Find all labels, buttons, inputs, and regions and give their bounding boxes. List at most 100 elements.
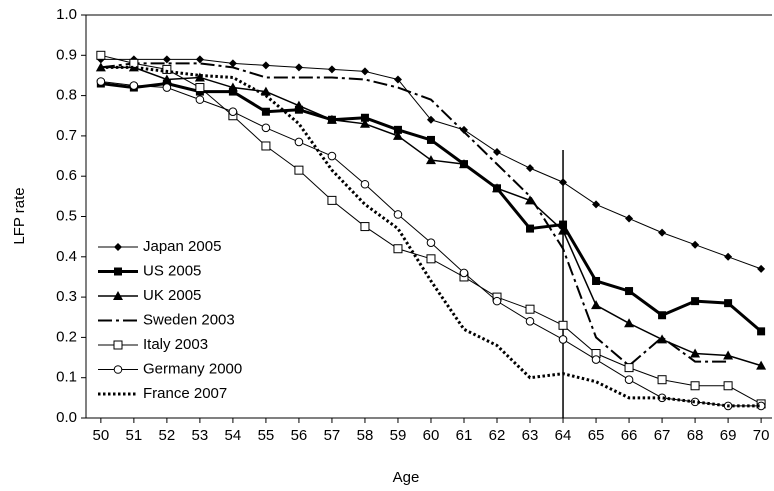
marker [261,141,271,151]
marker [425,155,436,165]
x-tick-label: 70 [753,427,770,444]
marker [690,348,701,358]
marker [592,200,601,209]
marker [360,222,370,232]
marker [114,267,122,276]
marker [525,316,535,326]
marker [113,340,123,350]
marker [261,61,270,70]
legend-label: France 2007 [143,385,227,402]
legend-label: Sweden 2003 [143,311,235,328]
marker [526,224,535,233]
marker [691,297,700,306]
marker [625,214,634,223]
series-line [100,62,729,367]
marker [195,95,205,104]
marker [393,210,403,219]
x-tick-label: 61 [456,427,473,444]
marker [624,363,634,373]
marker [757,327,766,336]
marker [392,130,403,140]
marker [360,67,369,76]
marker [723,381,733,391]
y-tick-label: 0.0 [56,409,77,426]
marker [558,225,569,235]
x-tick-label: 55 [258,427,275,444]
x-tick-label: 58 [357,427,374,444]
marker [426,238,436,247]
x-tick-label: 67 [654,427,671,444]
marker [559,220,568,229]
y-tick-label: 0.3 [56,288,77,305]
marker [96,77,106,86]
marker [492,296,502,306]
y-tick-label: 0.4 [56,248,77,265]
marker [113,365,123,374]
x-tick-label: 69 [720,427,737,444]
x-tick-label: 52 [159,427,176,444]
marker [294,165,304,175]
marker [228,87,237,96]
y-tick-label: 0.1 [56,369,77,386]
x-tick-label: 68 [687,427,704,444]
marker [327,195,337,205]
y-tick-label: 1.0 [56,6,77,23]
marker [624,375,634,385]
x-tick-label: 57 [324,427,341,444]
x-tick-label: 54 [225,427,242,444]
legend-label: Italy 2003 [143,336,208,353]
marker [228,107,238,117]
marker [492,183,503,193]
marker [261,123,271,133]
marker [326,114,337,124]
x-tick-label: 51 [126,427,143,444]
marker [756,360,767,370]
marker [658,311,667,320]
marker [658,228,667,237]
x-tick-label: 64 [555,427,572,444]
marker [96,50,106,60]
marker [723,350,734,360]
marker [426,115,435,124]
marker [625,287,634,296]
marker [162,64,172,74]
marker [459,268,469,278]
x-tick-label: 59 [390,427,407,444]
y-tick-label: 0.9 [56,46,77,63]
marker [458,159,469,169]
marker [724,252,733,261]
y-tick-label: 0.2 [56,328,77,345]
marker [426,254,436,264]
x-tick-label: 62 [489,427,506,444]
marker [161,74,172,84]
legend-label: UK 2005 [143,287,201,304]
marker [393,75,402,84]
legend-label: US 2005 [143,262,201,279]
x-tick-label: 63 [522,427,539,444]
marker [525,304,535,314]
marker [591,355,601,364]
marker [261,107,270,116]
marker [114,243,122,251]
marker [526,164,535,173]
marker [129,81,139,90]
marker [129,58,139,68]
x-tick-label: 60 [423,427,440,444]
marker [493,148,502,157]
marker [194,72,205,82]
marker [393,125,402,134]
marker [228,59,237,68]
x-tick-label: 56 [291,427,308,444]
series-line [100,65,762,408]
marker [558,320,568,330]
y-tick-label: 0.8 [56,87,77,104]
marker [113,291,123,300]
legend-label: Germany 2000 [143,360,242,377]
marker [162,83,172,92]
marker [459,125,468,134]
marker [690,381,700,391]
x-tick-label: 53 [192,427,209,444]
marker [195,83,205,93]
marker [327,151,337,161]
